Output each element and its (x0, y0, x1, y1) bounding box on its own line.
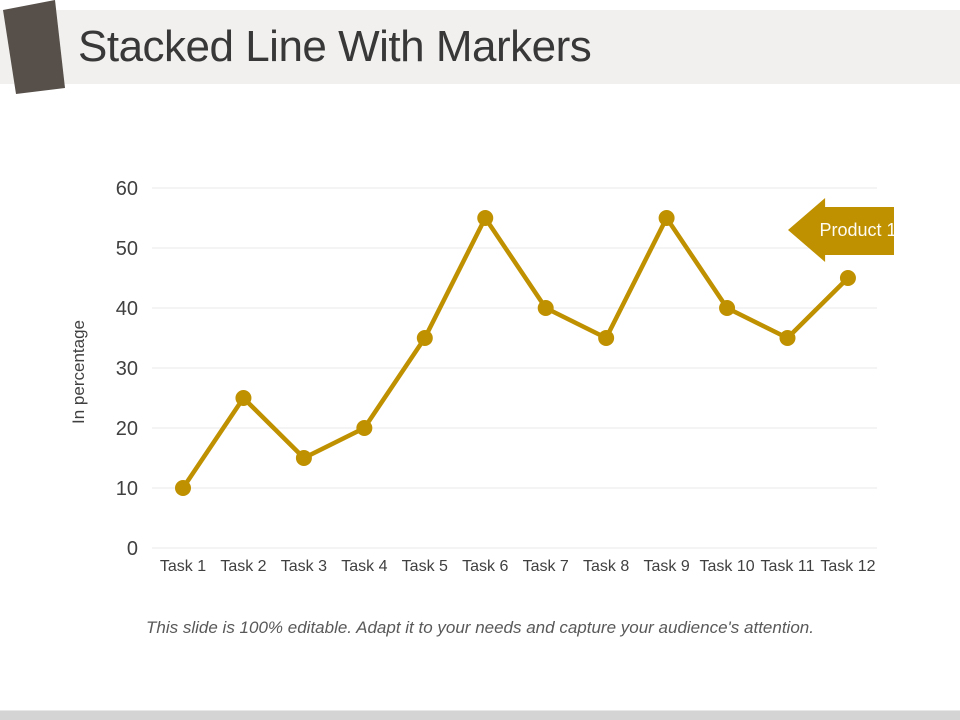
x-category-label: Task 9 (643, 558, 689, 575)
bottom-bar (0, 710, 960, 720)
y-axis-title: In percentage (69, 320, 88, 424)
y-tick-label: 0 (127, 538, 138, 560)
y-tick-label: 30 (116, 358, 138, 380)
x-category-label: Task 4 (341, 558, 387, 575)
slide-footnote: This slide is 100% editable. Adapt it to… (146, 618, 814, 637)
data-point-marker (235, 390, 252, 406)
x-category-label: Task 10 (699, 558, 754, 575)
data-point-marker (839, 270, 856, 286)
x-category-label: Task 3 (281, 558, 327, 575)
data-point-marker (598, 330, 615, 346)
x-category-label: Task 12 (820, 558, 875, 575)
data-point-marker (356, 420, 373, 436)
x-category-label: Task 6 (462, 558, 508, 575)
series-line (180, 215, 851, 491)
data-point-marker (416, 330, 433, 346)
data-point-marker (537, 300, 554, 316)
x-category-label: Task 2 (220, 558, 266, 575)
x-category-label: Task 1 (160, 558, 206, 575)
data-point-marker (295, 450, 312, 466)
x-category-label: Task 7 (523, 558, 569, 575)
header-band (0, 10, 960, 84)
data-point-marker (779, 330, 796, 346)
y-tick-label: 50 (116, 238, 138, 260)
product-callout-label: Product 1 (819, 219, 897, 240)
line-chart: 0 10 20 30 40 50 60 Task 1 Task 2 Task 3 Task 4 Tas… (69, 178, 877, 575)
y-tick-label: 10 (116, 478, 138, 500)
data-point-marker (477, 210, 494, 226)
data-point-marker (175, 480, 191, 496)
x-category-label: Task 8 (583, 558, 629, 575)
y-tick-label: 20 (116, 418, 138, 440)
x-category-label: Task 5 (402, 558, 448, 575)
slide-title: Stacked Line With Markers (78, 22, 592, 71)
y-tick-label: 60 (116, 178, 138, 200)
x-category-label: Task 11 (761, 558, 815, 575)
y-tick-label: 40 (116, 298, 138, 320)
data-point-marker (658, 210, 675, 226)
data-point-marker (719, 300, 736, 316)
